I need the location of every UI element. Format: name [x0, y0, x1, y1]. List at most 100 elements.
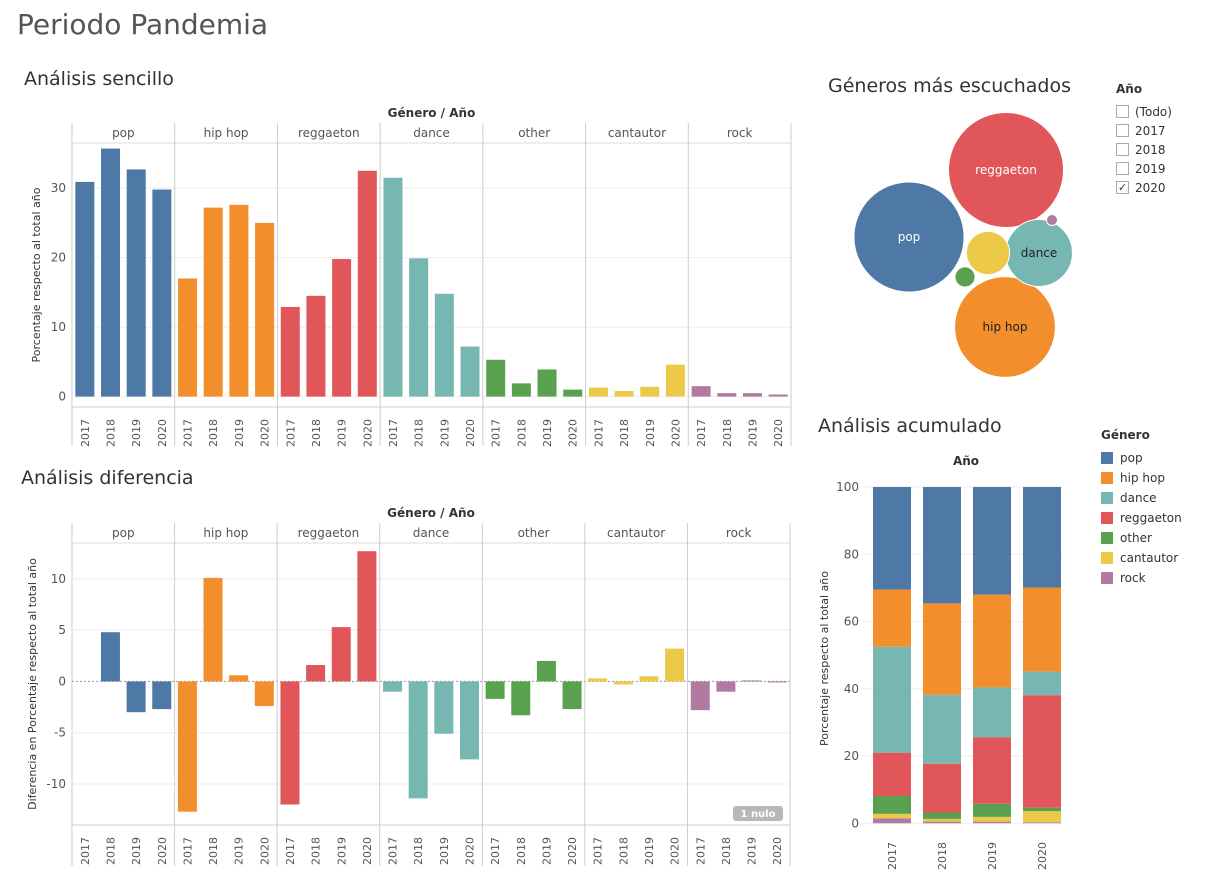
bar-reggaeton-2018 [306, 295, 326, 397]
x-tick-label: 2018 [720, 837, 733, 865]
bar-cantautor-2017 [588, 678, 608, 682]
bubble-rock [1045, 213, 1059, 227]
x-tick-label: 2018 [412, 837, 425, 865]
year-filter: Año (Todo) 2017 2018 2019 ✓ 2020 [1116, 82, 1172, 197]
bar-hip-hop-2017 [178, 278, 198, 397]
bar-other-2020 [562, 681, 582, 710]
x-tick-label: 2017 [182, 419, 195, 447]
x-tick-label: 2020 [771, 837, 784, 865]
sheet-title-diferencia: Análisis diferencia [21, 467, 194, 489]
bubble-hip-hop [954, 276, 1056, 378]
year-filter-option-label: 2018 [1135, 142, 1166, 157]
legend-item-cantautor[interactable]: cantautor [1101, 548, 1182, 568]
genre-header-cantautor: cantautor [607, 526, 665, 540]
bubble-label-reggaeton: reggaeton [975, 163, 1037, 177]
genre-header-dance: dance [413, 526, 450, 540]
segment-cantautor-2018 [923, 818, 961, 822]
segment-hip-hop-2017 [873, 589, 911, 647]
genre-header-reggaeton: reggaeton [298, 526, 360, 540]
y-tick-label: 10 [51, 320, 66, 334]
bubble-cantautor [965, 230, 1011, 276]
checkbox[interactable] [1116, 124, 1129, 137]
legend-label: dance [1120, 491, 1157, 505]
bubble-pop [853, 181, 965, 293]
segment-rock-2017 [873, 818, 911, 824]
checkbox[interactable] [1116, 105, 1129, 118]
bar-other-2018 [511, 383, 531, 397]
x-tick-label: 2017 [387, 419, 400, 447]
legend-swatch [1101, 552, 1113, 564]
bar-pop-2020 [152, 189, 172, 397]
x-tick-label: 2018 [515, 419, 528, 447]
y-tick-label: -10 [46, 777, 66, 791]
year-filter-option[interactable]: ✓ 2020 [1116, 178, 1172, 197]
segment-hip-hop-2020 [1023, 587, 1061, 672]
x-tick-label: 2020 [156, 419, 169, 447]
genre-header-pop: pop [112, 126, 135, 140]
null-badge [733, 806, 783, 821]
dashboard-title: Periodo Pandemia [17, 8, 269, 41]
legend-label: other [1120, 531, 1152, 545]
legend-item-other[interactable]: other [1101, 528, 1182, 548]
genre-legend: Género pop hip hop dance reggaeton other cant… [1101, 428, 1182, 588]
legend-item-reggaeton[interactable]: reggaeton [1101, 508, 1182, 528]
bar-rock-2020 [768, 394, 788, 397]
x-tick-label: 2018 [104, 837, 117, 865]
legend-label: rock [1120, 571, 1146, 585]
bar-dance-2017 [383, 681, 403, 692]
legend-item-rock[interactable]: rock [1101, 568, 1182, 588]
x-tick-label: 2019 [438, 837, 451, 865]
bubble-other [954, 266, 976, 288]
bar-rock-2020 [767, 681, 787, 683]
checkbox[interactable] [1116, 143, 1129, 156]
bubble-label-dance: dance [1021, 246, 1058, 260]
bar-hip-hop-2018 [203, 577, 223, 682]
x-tick-label: 2017 [79, 419, 92, 447]
genre-header-rock: rock [726, 526, 752, 540]
year-filter-option[interactable]: 2017 [1116, 121, 1172, 140]
bar-pop-2020 [152, 681, 172, 710]
x-tick-label: 2019 [438, 419, 451, 447]
sheet-title-bubbles: Géneros más escuchados [828, 75, 1071, 97]
bar-other-2019 [536, 660, 556, 682]
genre-header-cantautor: cantautor [608, 126, 666, 140]
x-tick-label: 2019 [233, 419, 246, 447]
segment-cantautor-2017 [873, 813, 911, 819]
bar-rock-2019 [742, 393, 762, 397]
checkbox[interactable] [1116, 162, 1129, 175]
segment-dance-2020 [1023, 671, 1061, 696]
legend-swatch [1101, 532, 1113, 544]
bar-dance-2017 [383, 177, 403, 397]
year-filter-option[interactable]: (Todo) [1116, 102, 1172, 121]
year-filter-option-label: 2017 [1135, 123, 1166, 138]
legend-item-dance[interactable]: dance [1101, 488, 1182, 508]
bar-dance-2018 [408, 681, 428, 799]
segment-pop-2018 [923, 487, 961, 604]
y-tick-label: 5 [58, 623, 66, 637]
bar-dance-2019 [434, 681, 454, 734]
legend-item-pop[interactable]: pop [1101, 448, 1182, 468]
y-tick-label: 20 [51, 251, 66, 265]
chart-bubbles: reggaeton pop hip hop dance [853, 112, 1073, 378]
header-title: Año [953, 454, 979, 468]
genre-header-dance: dance [413, 126, 450, 140]
legend-swatch [1101, 512, 1113, 524]
x-tick-label: 2017 [695, 419, 708, 447]
legend-label: cantautor [1120, 551, 1179, 565]
x-tick-label: 2017 [886, 842, 899, 870]
bar-reggaeton-2020 [357, 170, 377, 397]
year-filter-option[interactable]: 2018 [1116, 140, 1172, 159]
x-tick-label: 2017 [387, 837, 400, 865]
sheet-title-sencillo: Análisis sencillo [24, 68, 174, 90]
bar-other-2017 [485, 681, 505, 699]
bubble-label-hip-hop: hip hop [983, 320, 1028, 334]
y-tick-label: 80 [844, 547, 859, 561]
year-filter-option[interactable]: 2019 [1116, 159, 1172, 178]
checkbox[interactable]: ✓ [1116, 181, 1129, 194]
segment-reggaeton-2017 [873, 752, 911, 797]
x-tick-label: 2017 [284, 837, 297, 865]
x-tick-label: 2020 [463, 837, 476, 865]
y-tick-label: 100 [836, 480, 859, 494]
legend-item-hip-hop[interactable]: hip hop [1101, 468, 1182, 488]
x-tick-label: 2018 [721, 419, 734, 447]
